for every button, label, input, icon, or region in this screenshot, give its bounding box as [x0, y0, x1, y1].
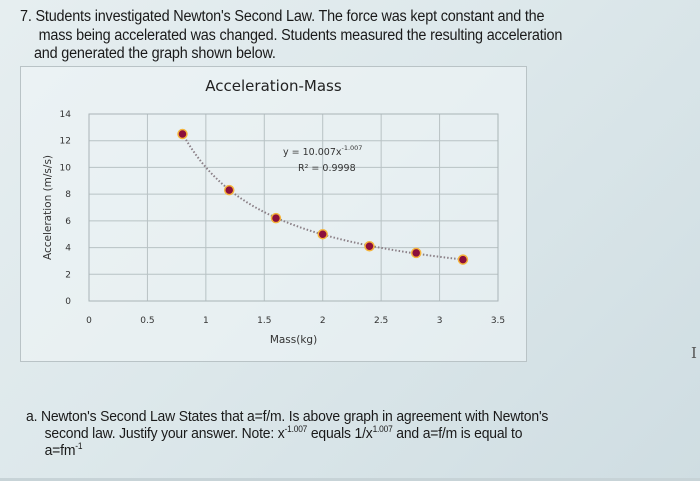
part-a-line-1: a. Newton's Second Law States that a=f/m… — [26, 408, 549, 425]
chart-title: Acceleration-Mass — [205, 77, 342, 95]
x-tick-label: 3.5 — [491, 316, 505, 326]
y-tick-label: 6 — [65, 217, 71, 227]
y-tick-label: 14 — [60, 110, 72, 120]
x-tick-label: 0 — [86, 316, 92, 326]
x-tick-label: 2.5 — [374, 316, 388, 326]
question-line-2: mass being accelerated was changed. Stud… — [38, 26, 563, 44]
data-point — [317, 228, 328, 240]
r-squared-label: R² = 0.9998 — [298, 163, 356, 174]
text-cursor-icon: I — [691, 344, 697, 362]
data-point — [270, 212, 282, 224]
part-a-line-3: a=fm-1 — [44, 441, 83, 460]
y-axis-label: Acceleration (m/s/s) — [42, 155, 54, 260]
question-line-3: and generated the graph shown below. — [33, 45, 276, 62]
data-point — [223, 184, 235, 196]
data-point — [364, 240, 375, 252]
trendline-equation: y = 10.007x-1.007 — [283, 144, 362, 158]
data-point — [177, 128, 188, 140]
chart-plot: 0 0.5 1 1.5 2 2.5 3 3.5 0 2 4 6 8 10 12 14 Mass(kg) Accel… — [42, 110, 505, 346]
y-tick-label: 4 — [65, 244, 71, 254]
part-a-line-2: second law. Justify your answer. Note: x… — [44, 424, 523, 443]
plot-area — [88, 113, 499, 302]
data-point — [457, 254, 469, 265]
y-tick-label: 0 — [65, 297, 71, 307]
part-a-question: a. Newton's Second Law States that a=f/m… — [26, 408, 640, 459]
x-tick-label: 2 — [320, 316, 326, 326]
x-tick-label: 0.5 — [140, 316, 154, 326]
question-text: 7. Students investigated Newton's Second… — [20, 8, 643, 64]
question-line-1: 7. Students investigated Newton's Second… — [20, 8, 545, 25]
x-tick-label: 3 — [437, 316, 443, 326]
x-tick-label: 1 — [203, 316, 209, 326]
x-tick-label: 1.5 — [257, 316, 271, 326]
y-tick-label: 2 — [65, 270, 71, 280]
data-point — [410, 247, 422, 259]
bottom-edge — [0, 478, 700, 481]
y-tick-label: 8 — [65, 190, 71, 200]
x-axis-label: Mass(kg) — [270, 334, 317, 346]
y-tick-label: 12 — [60, 137, 71, 147]
chart-container: Acceleration-Mass 0 0.5 1 1.5 2 2.5 3 3.5 0 2 4 6 8 1… — [20, 66, 527, 362]
y-tick-label: 10 — [60, 163, 72, 173]
